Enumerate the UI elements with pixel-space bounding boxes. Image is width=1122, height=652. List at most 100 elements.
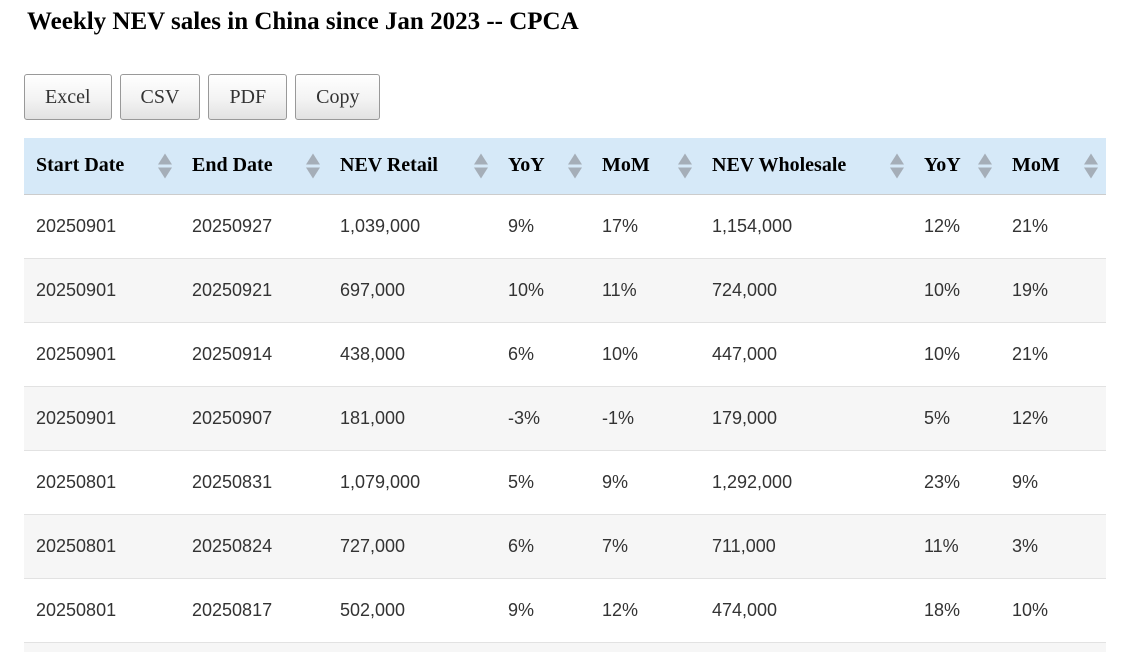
table-cell: 474,000: [700, 578, 912, 643]
table-cell: 1,154,000: [700, 194, 912, 259]
sort-asc-icon: [1084, 153, 1098, 165]
table-cell: 3%: [1000, 514, 1106, 579]
sort-desc-icon: [306, 167, 320, 179]
sort-both-icon: [158, 153, 172, 179]
sort-asc-icon: [306, 153, 320, 165]
table-row: 20250901 20250921 697,000 10% 11% 724,000 10% 1…: [24, 258, 1106, 323]
table-cell: 20250817: [180, 578, 328, 643]
column-header-6-yoy[interactable]: YoY: [912, 138, 1000, 195]
table-cell: 438,000: [328, 322, 496, 387]
table-cell: 9%: [590, 450, 700, 515]
table-cell: 181,000: [328, 386, 496, 451]
table-cell: 9%: [1000, 450, 1106, 515]
column-header-label: End Date: [192, 154, 273, 177]
column-header-label: MoM: [1012, 154, 1060, 177]
sort-asc-icon: [678, 153, 692, 165]
table-cell: 21%: [1000, 194, 1106, 259]
export-pdf-button[interactable]: PDF: [208, 74, 288, 120]
sort-asc-icon: [978, 153, 992, 165]
column-header-3-yoy[interactable]: YoY: [496, 138, 590, 195]
table-cell: 20250801: [24, 578, 180, 643]
export-toolbar: Excel CSV PDF Copy: [24, 74, 1106, 120]
sort-asc-icon: [890, 153, 904, 165]
column-header-label: YoY: [508, 154, 545, 177]
table-cell: 20250831: [180, 450, 328, 515]
table-cell: 6%: [496, 322, 590, 387]
table-cell: 20250921: [180, 258, 328, 323]
table-cell: 10%: [912, 258, 1000, 323]
table-row: 20250801 20250831 1,079,000 5% 9% 1,292,000 23…: [24, 450, 1106, 515]
table-cell: 19%: [1000, 258, 1106, 323]
table-row: 20250901 20250914 438,000 6% 10% 447,000 10% 21…: [24, 322, 1106, 387]
sort-both-icon: [678, 153, 692, 179]
sort-both-icon: [306, 153, 320, 179]
sort-both-icon: [568, 153, 582, 179]
sort-desc-icon: [890, 167, 904, 179]
table-cell: 5%: [496, 450, 590, 515]
column-header-4-mom[interactable]: MoM: [590, 138, 700, 195]
sort-desc-icon: [568, 167, 582, 179]
sort-asc-icon: [568, 153, 582, 165]
table-cell: 10%: [912, 322, 1000, 387]
table-cell: 1,292,000: [700, 450, 912, 515]
column-header-label: YoY: [924, 154, 961, 177]
table-cell: 17%: [590, 194, 700, 259]
table-cell: 1,039,000: [328, 194, 496, 259]
table-cell: 20250927: [180, 194, 328, 259]
table-cell: 724,000: [700, 258, 912, 323]
table-cell: 502,000: [328, 578, 496, 643]
table-cell: 9%: [496, 194, 590, 259]
export-excel-button[interactable]: Excel: [24, 74, 112, 120]
table-cell: -3%: [496, 386, 590, 451]
table-cell: 727,000: [328, 514, 496, 579]
table-cell: 9%: [496, 578, 590, 643]
table-cell: 20250907: [180, 386, 328, 451]
table-cell: 20250801: [24, 514, 180, 579]
table-cell: 5%: [912, 386, 1000, 451]
nev-sales-table: Start Date End Date NEV Retail YoY MoM NEV Wh…: [24, 138, 1106, 643]
column-header-label: NEV Retail: [340, 154, 438, 177]
column-header-1-end-date[interactable]: End Date: [180, 138, 328, 195]
sort-desc-icon: [158, 167, 172, 179]
table-cell: 711,000: [700, 514, 912, 579]
sort-desc-icon: [978, 167, 992, 179]
table-cell: 20250901: [24, 322, 180, 387]
table-cell: 18%: [912, 578, 1000, 643]
sort-desc-icon: [474, 167, 488, 179]
table-cell: 6%: [496, 514, 590, 579]
table-cell: 20250901: [24, 194, 180, 259]
table-cell: 7%: [590, 514, 700, 579]
column-header-0-start-date[interactable]: Start Date: [24, 138, 180, 195]
column-header-5-nev-wholesale[interactable]: NEV Wholesale: [700, 138, 912, 195]
table-cell: 20250801: [24, 450, 180, 515]
page-title: Weekly NEV sales in China since Jan 2023…: [27, 8, 579, 35]
table-cell: 12%: [912, 194, 1000, 259]
table-cell: 447,000: [700, 322, 912, 387]
table-cell: -1%: [590, 386, 700, 451]
export-csv-button[interactable]: CSV: [119, 74, 201, 120]
table-cell: 697,000: [328, 258, 496, 323]
table-cell: 12%: [590, 578, 700, 643]
sort-both-icon: [890, 153, 904, 179]
table-cell: 10%: [1000, 578, 1106, 643]
column-header-label: Start Date: [36, 154, 125, 177]
table-cell: 23%: [912, 450, 1000, 515]
table-cell: 10%: [590, 322, 700, 387]
export-copy-button[interactable]: Copy: [295, 74, 381, 120]
column-header-7-mom[interactable]: MoM: [1000, 138, 1106, 195]
table-cell: 20250901: [24, 258, 180, 323]
table-cell: 20250901: [24, 386, 180, 451]
table-cell: 11%: [590, 258, 700, 323]
partial-next-row: [24, 642, 1106, 652]
table-row: 20250801 20250824 727,000 6% 7% 711,000 11% 3%: [24, 514, 1106, 579]
sort-asc-icon: [158, 153, 172, 165]
table-row: 20250901 20250907 181,000 -3% -1% 179,000 5% 12…: [24, 386, 1106, 451]
sort-desc-icon: [1084, 167, 1098, 179]
table-cell: 21%: [1000, 322, 1106, 387]
table-row: 20250801 20250817 502,000 9% 12% 474,000 18% 10…: [24, 578, 1106, 643]
table-cell: 20250914: [180, 322, 328, 387]
column-header-2-nev-retail[interactable]: NEV Retail: [328, 138, 496, 195]
sort-both-icon: [474, 153, 488, 179]
table-cell: 179,000: [700, 386, 912, 451]
